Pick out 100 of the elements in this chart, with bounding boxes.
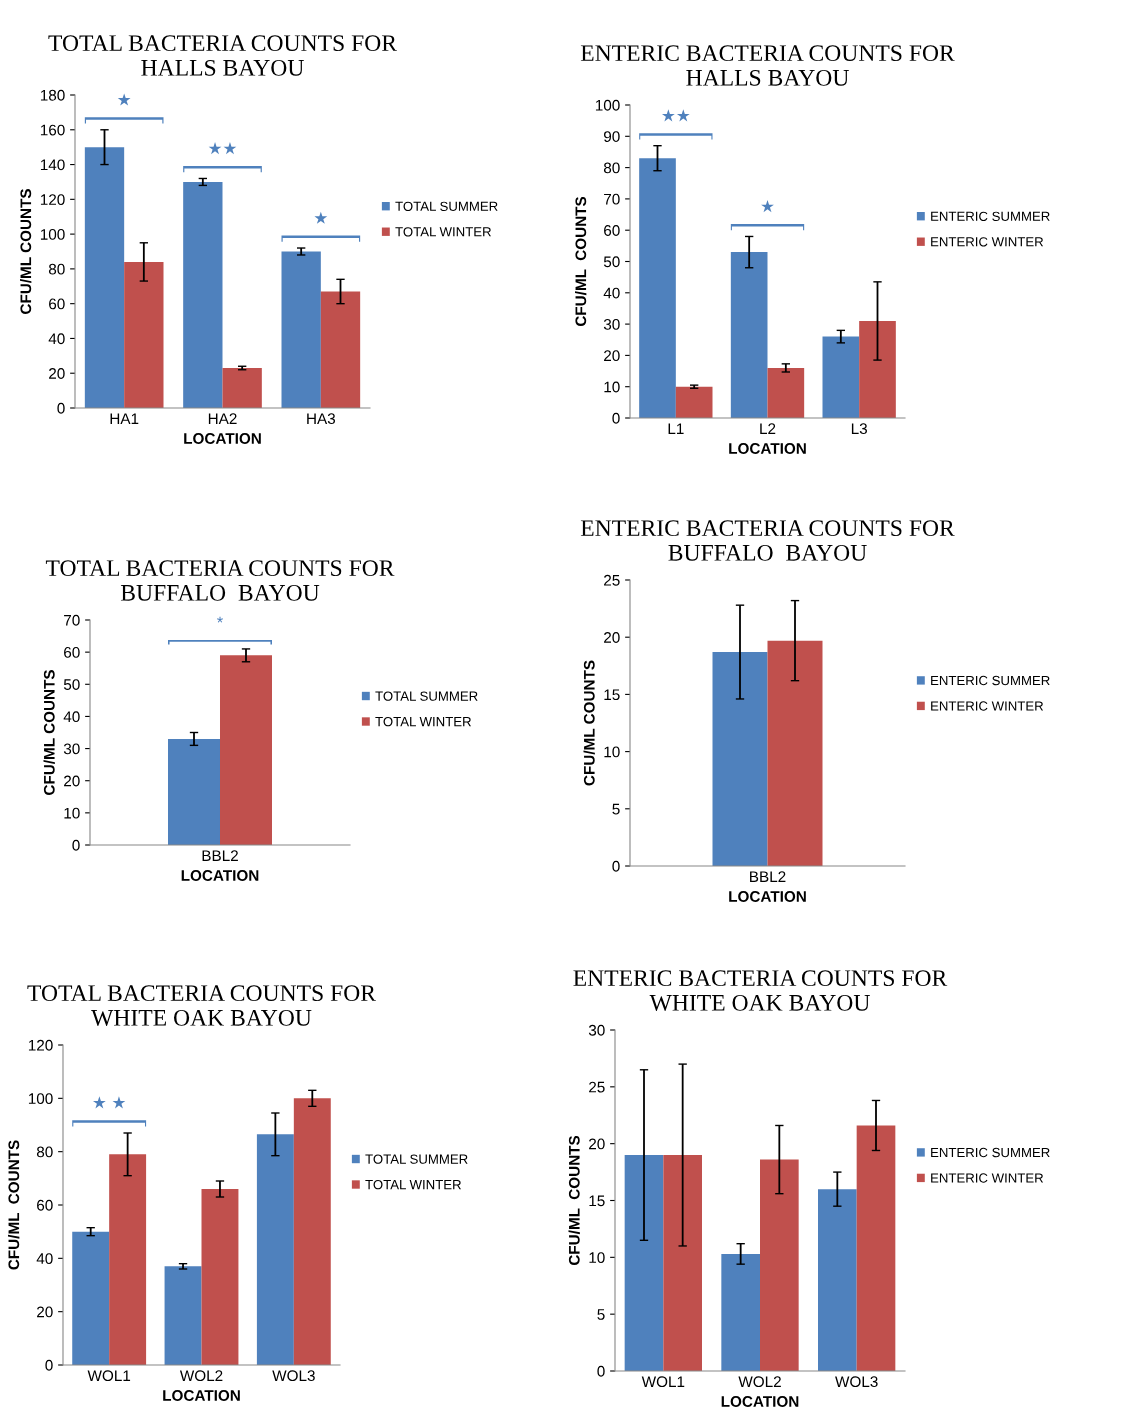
y-tick-label: 5 xyxy=(612,803,620,815)
y-tick-label: 40 xyxy=(603,287,620,299)
y-axis-title: CFU/ML COUNTS xyxy=(583,660,595,786)
x-tick-label: L1 xyxy=(668,423,684,434)
y-tick-label: 20 xyxy=(604,350,620,362)
y-tick-label: 0 xyxy=(612,412,620,424)
chart-title: TOTAL BACTERIA COUNTS FOR WHITE OAK BAYOU xyxy=(27,985,376,1026)
legend-label: ENTERIC SUMMER xyxy=(931,1147,1050,1158)
y-tick-label: 60 xyxy=(604,225,620,236)
y-tick-label: 60 xyxy=(64,647,80,658)
y-tick-label: 60 xyxy=(49,298,65,310)
bar xyxy=(721,1253,760,1371)
y-tick-label: 15 xyxy=(604,689,620,701)
y-tick-label: 140 xyxy=(40,159,65,171)
bar xyxy=(222,368,262,408)
chart-title: ENTERIC BACTERIA COUNTS FOR BUFFALO BAYOU xyxy=(580,520,955,561)
y-axis-title: CFU/ML COUNTS xyxy=(568,1135,580,1266)
y-axis-title: CFU/ML COUNTS xyxy=(43,670,55,795)
y-tick-label: 50 xyxy=(63,679,80,690)
x-tick-label: WOL2 xyxy=(738,1376,781,1388)
bar xyxy=(822,336,860,418)
chart-title: ENTERIC BACTERIA COUNTS FOR HALLS BAYOU xyxy=(580,45,955,86)
legend-label: TOTAL WINTER xyxy=(375,716,471,727)
chart-title: ENTERIC BACTERIA COUNTS FOR WHITE OAK BAYOU xyxy=(573,970,948,1011)
y-tick-label: 100 xyxy=(595,99,620,111)
bar xyxy=(663,1155,702,1371)
y-tick-label: 30 xyxy=(603,318,620,330)
bar xyxy=(760,1159,799,1371)
annotation: ★ xyxy=(761,200,774,213)
y-tick-label: 90 xyxy=(604,131,620,142)
bar xyxy=(859,320,896,418)
y-tick-label: 40 xyxy=(36,1253,53,1265)
y-tick-label: 15 xyxy=(589,1195,605,1207)
y-tick-label: 10 xyxy=(589,1252,605,1264)
annotation: ★★ xyxy=(208,142,237,155)
x-tick-label: WOL3 xyxy=(272,1370,315,1382)
bar xyxy=(293,1098,331,1365)
bar xyxy=(818,1189,857,1371)
bar xyxy=(624,1155,664,1371)
y-tick-label: 120 xyxy=(28,1039,53,1051)
legend-label: TOTAL WINTER xyxy=(395,227,491,237)
y-tick-label: 20 xyxy=(49,368,65,379)
annotation: ★ xyxy=(314,211,328,224)
chart-title: TOTAL BACTERIA COUNTS FOR BUFFALO BAYOU xyxy=(45,560,395,601)
bar xyxy=(109,1154,147,1365)
legend-label: ENTERIC SUMMER xyxy=(931,675,1050,686)
y-tick-label: 0 xyxy=(597,1365,605,1377)
y-tick-label: 70 xyxy=(604,193,620,205)
y-tick-label: 80 xyxy=(603,162,620,174)
y-tick-label: 20 xyxy=(589,1138,605,1150)
bar xyxy=(281,251,321,408)
x-tick-label: L2 xyxy=(760,423,776,434)
y-tick-label: 60 xyxy=(37,1199,53,1211)
bar xyxy=(639,158,676,418)
y-tick-label: 70 xyxy=(64,614,80,626)
x-tick-label: WOL2 xyxy=(179,1370,223,1382)
y-tick-label: 120 xyxy=(40,194,65,206)
x-axis-title: LOCATION xyxy=(163,1390,240,1401)
x-tick-label: WOL1 xyxy=(641,1376,685,1388)
y-tick-label: 80 xyxy=(48,263,65,275)
legend-label: TOTAL SUMMER xyxy=(395,201,498,211)
legend-label: ENTERIC WINTER xyxy=(931,701,1044,711)
bar xyxy=(856,1125,896,1371)
bar xyxy=(767,367,805,418)
y-tick-label: 25 xyxy=(589,1081,605,1093)
bar xyxy=(164,1266,202,1365)
y-tick-label: 20 xyxy=(604,632,620,643)
y-tick-label: 50 xyxy=(603,256,620,268)
y-tick-label: 40 xyxy=(48,333,65,345)
annotation: ★★ xyxy=(661,109,690,122)
x-tick-label: BBL2 xyxy=(202,850,238,861)
x-tick-label: WOL3 xyxy=(835,1376,878,1388)
x-axis-title: LOCATION xyxy=(721,1396,799,1407)
bar xyxy=(320,291,361,408)
bar xyxy=(730,252,768,418)
y-tick-label: 180 xyxy=(40,89,65,101)
bar xyxy=(72,1231,110,1365)
annotation: ★ ★ xyxy=(92,1096,126,1109)
x-axis-title: LOCATION xyxy=(184,433,261,444)
legend-label: TOTAL SUMMER xyxy=(365,1154,468,1164)
x-tick-label: HA1 xyxy=(110,413,139,424)
y-tick-label: 25 xyxy=(604,574,620,586)
annotation: * xyxy=(217,616,223,623)
legend-label: ENTERIC SUMMER xyxy=(931,211,1050,221)
y-tick-label: 10 xyxy=(604,746,620,758)
y-tick-label: 30 xyxy=(63,743,80,755)
x-axis-title: LOCATION xyxy=(729,891,806,902)
y-tick-label: 10 xyxy=(604,381,620,393)
bar xyxy=(256,1134,294,1365)
y-tick-label: 160 xyxy=(40,124,65,136)
x-tick-label: WOL1 xyxy=(87,1370,131,1382)
y-tick-label: 10 xyxy=(64,807,80,819)
bar xyxy=(201,1189,239,1365)
bar xyxy=(84,147,125,408)
y-tick-label: 30 xyxy=(588,1024,605,1036)
x-tick-label: HA3 xyxy=(307,413,336,425)
y-tick-label: 5 xyxy=(597,1309,605,1320)
legend-label: ENTERIC WINTER xyxy=(931,1173,1044,1183)
x-tick-label: HA2 xyxy=(208,413,237,424)
y-tick-label: 20 xyxy=(37,1306,53,1318)
